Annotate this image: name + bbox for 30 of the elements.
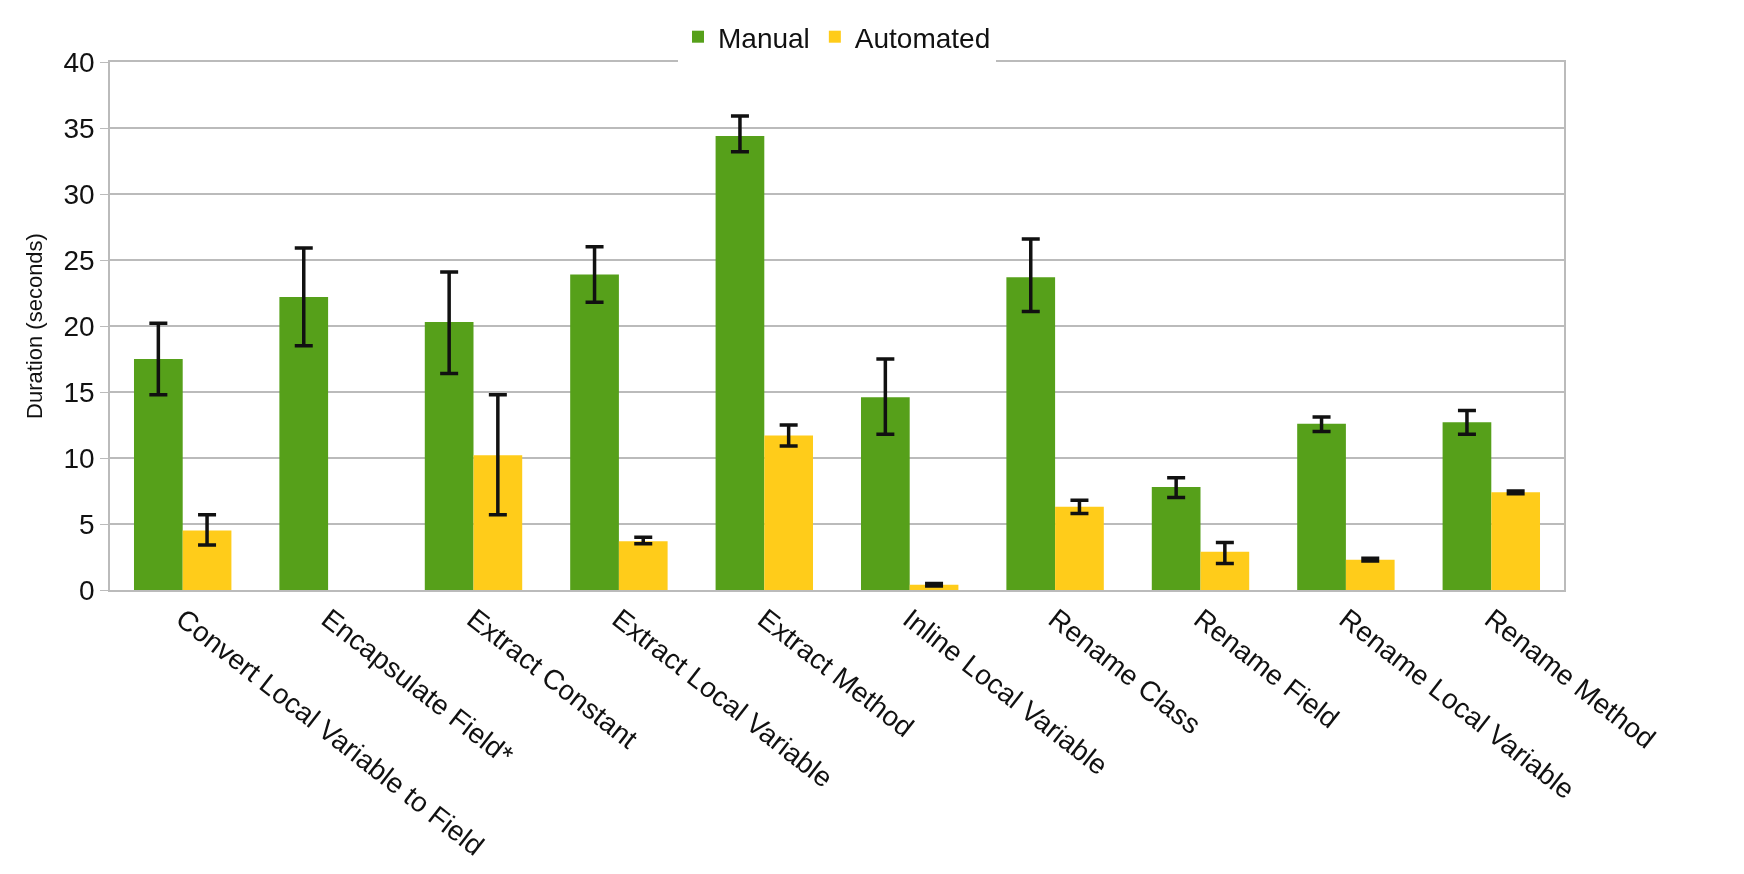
bar [860, 397, 910, 590]
y-axis-title: Duration (seconds) [21, 233, 47, 419]
y-tick-label: 40 [63, 46, 95, 78]
bar [1345, 559, 1395, 590]
y-tick-label: 10 [63, 442, 95, 474]
bar [1297, 423, 1346, 590]
legend-label: Manual [718, 22, 810, 54]
bar [1055, 506, 1104, 590]
bar [618, 541, 668, 590]
bar [473, 455, 523, 590]
bar [1200, 551, 1250, 590]
bar [1491, 492, 1541, 590]
y-tick-label: 30 [63, 178, 95, 210]
bar [764, 435, 814, 590]
bar [182, 530, 232, 590]
bar [1442, 422, 1492, 590]
bar [1151, 487, 1201, 590]
y-tick-label: 15 [63, 376, 95, 408]
bar [570, 274, 619, 590]
bar [133, 359, 183, 590]
bar [715, 135, 765, 590]
y-tick-label: 25 [63, 244, 95, 276]
bar [279, 296, 329, 590]
y-tick-label: 5 [79, 508, 95, 540]
y-tick-label: 20 [63, 310, 95, 342]
y-tick-label: 35 [63, 112, 95, 144]
y-tick-label: 0 [79, 574, 95, 606]
legend-label: Automated [854, 22, 991, 54]
bar [1006, 277, 1056, 590]
bar [424, 322, 474, 590]
